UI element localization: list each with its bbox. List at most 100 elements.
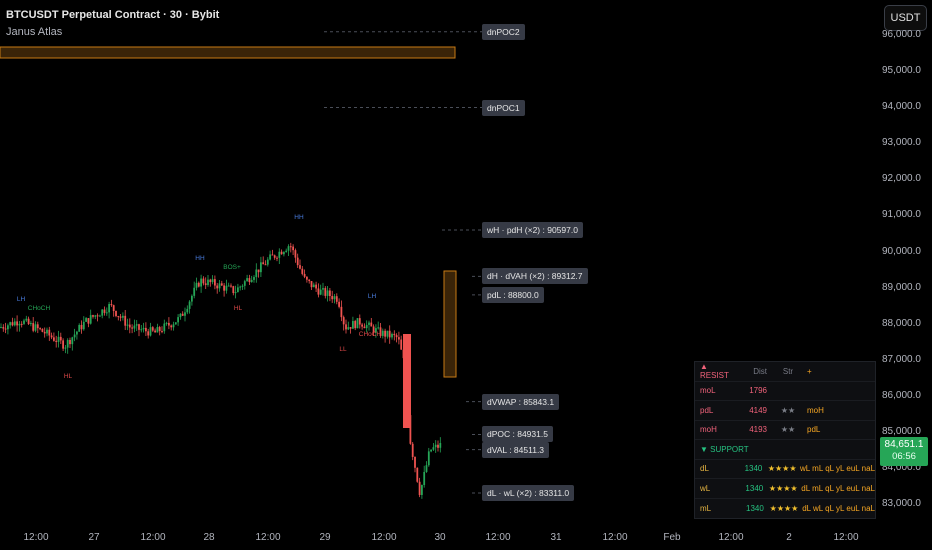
level-name: moL (700, 386, 716, 396)
price-tick: 85,000.0 (882, 425, 921, 437)
candle-body (303, 273, 306, 277)
candle-body (403, 334, 411, 428)
candle-body (41, 328, 44, 332)
price-tick: 95,000.0 (882, 65, 921, 77)
candle-body (202, 278, 205, 284)
candle-body (269, 254, 271, 260)
candle-body (50, 335, 53, 338)
candle-body (108, 304, 110, 313)
resist-header-row: ▲ RESIST Dist Str + (695, 362, 875, 382)
candle-body (432, 447, 435, 450)
candle-body (92, 315, 94, 317)
candle-body (296, 257, 299, 266)
candle-body (315, 284, 317, 289)
candle-body (356, 318, 359, 329)
table-row: moL 1796 (695, 382, 875, 401)
candle-body (16, 321, 18, 326)
candle-body (352, 321, 354, 329)
candle-body (280, 251, 283, 255)
candle-body (82, 321, 85, 330)
candle-body (241, 285, 244, 287)
symbol-title[interactable]: BTCUSDT Perpetual Contract · 30 · Bybit (6, 9, 220, 21)
candle-body (294, 250, 297, 258)
candle-body (158, 327, 161, 332)
level-stars: ★★★★ (768, 483, 798, 493)
table-row: mL 1340 ★★★★ dL wL qL yL euL naL (695, 499, 875, 519)
candle-body (168, 322, 170, 326)
level-dist: 1340 (745, 483, 764, 493)
structure-label: LH (17, 296, 26, 303)
structure-label: HL (234, 305, 243, 312)
candle-body (349, 327, 352, 329)
level-extra: dL wL qL yL euL naL (802, 503, 875, 513)
candle-body (322, 288, 324, 290)
table-row: moH 4193 ★★ pdL (695, 421, 875, 440)
candle-body (260, 262, 262, 273)
candle-body (423, 471, 426, 486)
candle-body (395, 335, 398, 338)
candle-body (110, 304, 113, 306)
bar-countdown: 06:56 (892, 451, 916, 462)
candle-body (53, 337, 55, 341)
time-tick: Feb (663, 532, 681, 543)
candle-body (20, 323, 23, 325)
candle-body (287, 246, 290, 251)
time-tick: 29 (319, 532, 331, 543)
candle-body (117, 316, 120, 318)
indicator-name[interactable]: Janus Atlas (6, 26, 63, 38)
candle-body (377, 327, 380, 329)
candle-body (191, 295, 193, 302)
table-row: wL 1340 ★★★★ dL mL qL yL euL naL (695, 479, 875, 499)
candle-body (368, 322, 370, 325)
candle-body (105, 312, 108, 314)
candle-body (317, 288, 320, 295)
level-label: dPOC : 84931.5 (482, 426, 553, 443)
candle-body (170, 325, 173, 328)
candle-body (154, 330, 156, 333)
candle-body (151, 327, 154, 331)
price-tick: 84,000.0 (882, 462, 921, 474)
time-tick: 12:00 (602, 532, 628, 543)
chart-header: BTCUSDT Perpetual Contract · 30 · Bybit … (6, 9, 219, 38)
candle-body (372, 326, 375, 333)
price-tick: 93,000.0 (882, 137, 921, 149)
currency-button[interactable]: USDT (884, 5, 927, 31)
candle-body (386, 330, 389, 337)
candle-body (388, 330, 391, 338)
candle-body (220, 283, 223, 286)
price-tick: 87,000.0 (882, 353, 921, 365)
candle-body (34, 324, 37, 331)
candle-body (414, 456, 416, 468)
str-header: Str (782, 366, 794, 376)
candle-body (140, 329, 143, 331)
candle-body (430, 449, 432, 452)
level-dist: 1340 (744, 464, 763, 474)
level-name: mL (700, 503, 712, 513)
candle-body (379, 327, 382, 336)
candle-body (299, 265, 301, 269)
structure-label: LL (339, 346, 347, 353)
structure-label: BOS+ (223, 264, 241, 271)
candle-body (276, 257, 278, 259)
candle-body (85, 318, 87, 322)
candle-body (184, 312, 186, 316)
level-name: wL (700, 483, 711, 493)
time-tick: 12:00 (371, 532, 397, 543)
price-tick: 92,000.0 (882, 173, 921, 185)
candle-body (225, 285, 228, 291)
candle-body (421, 485, 423, 495)
price-tick: 94,000.0 (882, 101, 921, 113)
candle-body (427, 451, 430, 466)
candle-body (306, 276, 308, 280)
candle-body (400, 339, 403, 350)
candle-body (122, 315, 124, 318)
time-tick: 2 (786, 532, 792, 543)
candle-body (131, 327, 133, 329)
candle-body (57, 336, 60, 342)
candle-body (78, 325, 81, 332)
candle-body (214, 279, 216, 286)
level-name: moH (700, 425, 717, 435)
candle-body (285, 250, 288, 253)
candle-body (62, 340, 64, 349)
